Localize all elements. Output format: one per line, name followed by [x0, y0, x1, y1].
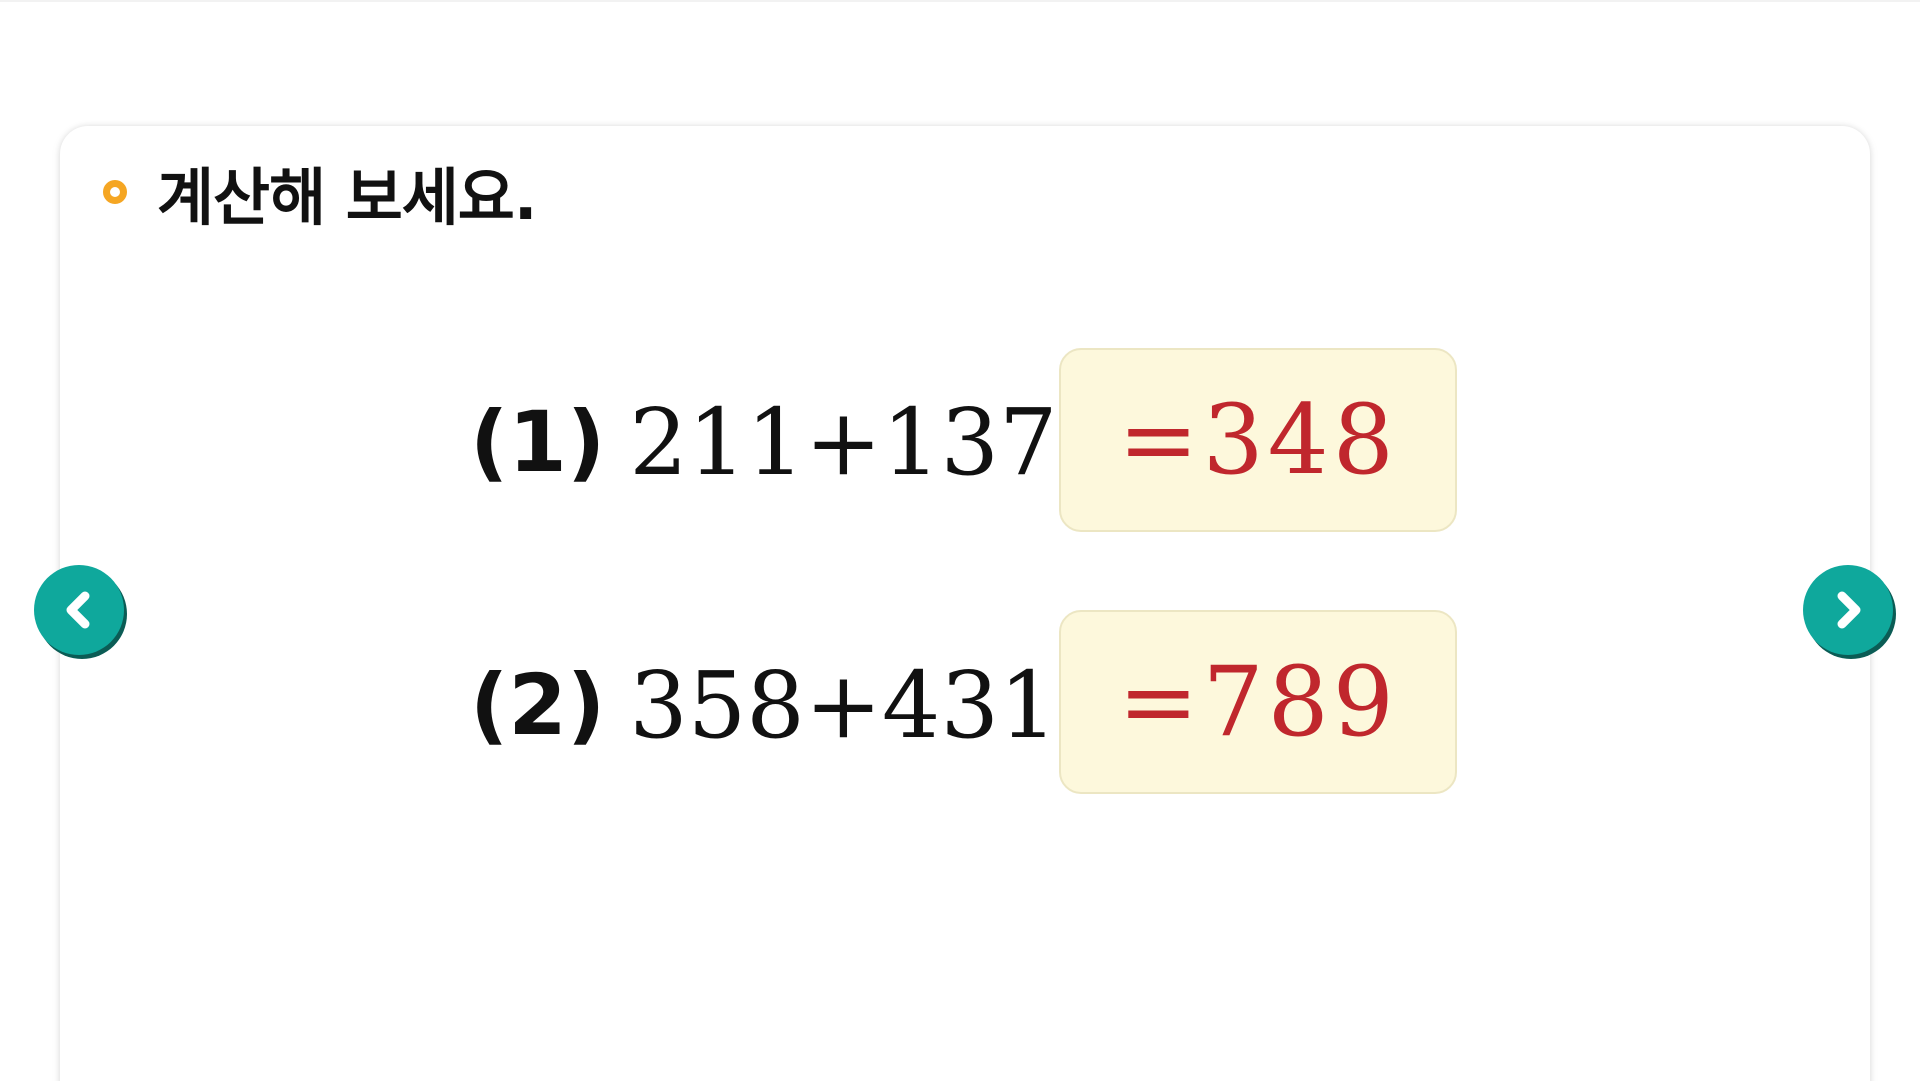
top-divider [0, 0, 1920, 2]
answer-box-2[interactable]: =789 [1059, 610, 1457, 794]
next-button[interactable] [1803, 565, 1893, 655]
problem-number: (1) [470, 393, 606, 491]
bullet-circle-icon [103, 180, 127, 204]
instruction-header: 계산해 보세요. [103, 150, 537, 234]
chevron-right-icon [1837, 591, 1861, 629]
problem-2: (2) 358+431 [470, 652, 1058, 759]
answer-text: =789 [1118, 646, 1398, 758]
problem-expression: 211+137 [629, 388, 1058, 496]
problem-number: (2) [470, 656, 606, 754]
problem-expression: 358+431 [629, 651, 1058, 759]
content-card [60, 126, 1870, 1081]
prev-button[interactable] [34, 565, 124, 655]
answer-text: =348 [1118, 384, 1398, 496]
instruction-title: 계산해 보세요. [157, 161, 537, 234]
chevron-left-icon [66, 591, 90, 629]
answer-box-1[interactable]: =348 [1059, 348, 1457, 532]
problem-1: (1) 211+137 [470, 389, 1058, 496]
